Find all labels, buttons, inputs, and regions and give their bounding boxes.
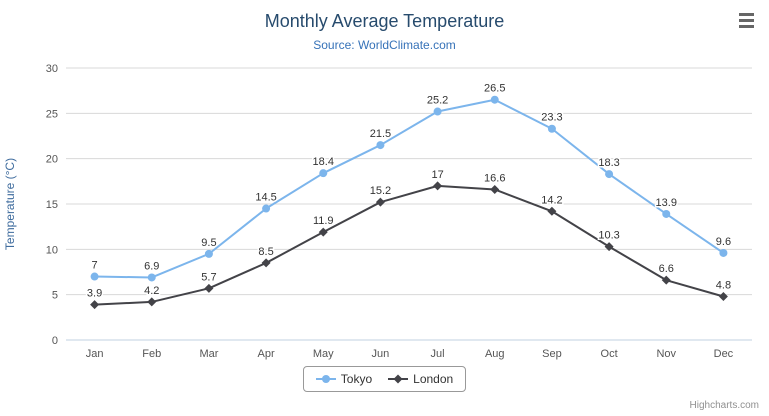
data-point-tokyo[interactable] <box>204 249 213 258</box>
data-label: 9.5 <box>201 237 216 249</box>
data-point-tokyo[interactable] <box>319 169 328 178</box>
data-point-london[interactable] <box>147 297 157 307</box>
data-point-london[interactable] <box>661 275 671 285</box>
data-point-london[interactable] <box>490 184 500 194</box>
legend-marker-icon <box>315 375 336 383</box>
data-label: 8.5 <box>258 246 273 258</box>
data-label: 26.5 <box>484 83 505 95</box>
x-axis-tick-label: Nov <box>656 348 676 360</box>
data-point-london[interactable] <box>718 291 728 301</box>
data-point-tokyo[interactable] <box>376 141 385 150</box>
data-label: 14.5 <box>255 192 276 204</box>
data-point-london[interactable] <box>204 283 214 293</box>
x-axis-tick-label: Feb <box>142 348 161 360</box>
legend-item-london[interactable]: London <box>388 372 453 386</box>
data-point-london[interactable] <box>604 242 614 252</box>
data-label: 25.2 <box>427 95 448 107</box>
legend-label: London <box>413 372 454 386</box>
data-label: 13.9 <box>656 197 677 209</box>
legend-label: Tokyo <box>340 372 373 386</box>
credits-link[interactable]: Highcharts.com <box>689 400 759 411</box>
x-axis-tick-label: Jan <box>86 348 104 360</box>
x-axis-tick-label: Apr <box>258 348 275 360</box>
y-axis-tick-label: 20 <box>46 154 58 166</box>
legend-box: Tokyo London <box>302 366 467 392</box>
context-menu-button[interactable] <box>735 10 757 30</box>
data-label: 14.2 <box>541 194 562 206</box>
data-label: 4.8 <box>716 279 731 291</box>
legend: Tokyo London <box>0 366 769 392</box>
data-label: 9.6 <box>716 236 731 248</box>
data-point-tokyo[interactable] <box>662 209 671 218</box>
data-point-london[interactable] <box>375 197 385 207</box>
data-label: 3.9 <box>87 288 102 300</box>
legend-marker-icon <box>388 374 409 384</box>
data-point-tokyo[interactable] <box>490 95 499 104</box>
y-axis-tick-label: 5 <box>52 290 58 302</box>
chart-subtitle: Source: WorldClimate.com <box>313 38 456 52</box>
data-label: 5.7 <box>201 271 216 283</box>
data-label: 15.2 <box>370 185 391 197</box>
data-point-tokyo[interactable] <box>262 204 271 213</box>
x-axis-tick-label: Jun <box>372 348 390 360</box>
x-axis-tick-label: Mar <box>199 348 218 360</box>
hamburger-icon <box>738 12 754 28</box>
y-axis-tick-label: 15 <box>46 199 58 211</box>
data-label: 4.2 <box>144 285 159 297</box>
data-label: 23.3 <box>541 112 562 124</box>
y-axis-tick-label: 25 <box>46 108 58 120</box>
data-label: 10.3 <box>598 230 619 242</box>
series-line-london <box>94 184 724 306</box>
data-point-tokyo[interactable] <box>605 170 614 179</box>
data-point-london[interactable] <box>90 300 100 310</box>
data-point-london[interactable] <box>547 206 557 216</box>
data-point-tokyo[interactable] <box>433 107 442 116</box>
data-point-tokyo[interactable] <box>719 248 728 257</box>
y-axis-tick-label: 0 <box>52 335 58 347</box>
data-label: 16.6 <box>484 172 505 184</box>
data-label: 6.9 <box>144 260 159 272</box>
data-point-tokyo[interactable] <box>90 272 99 281</box>
data-point-london[interactable] <box>261 258 271 268</box>
data-label: 7 <box>92 260 98 272</box>
data-label: 21.5 <box>370 128 391 140</box>
x-axis-tick-label: Aug <box>485 348 505 360</box>
series-line-tokyo <box>94 98 724 279</box>
legend-item-tokyo[interactable]: Tokyo <box>315 372 373 386</box>
data-label: 17 <box>431 169 443 181</box>
data-point-london[interactable] <box>318 227 328 237</box>
data-point-london[interactable] <box>433 181 443 191</box>
data-label: 11.9 <box>313 215 334 227</box>
x-axis-tick-label: May <box>313 348 334 360</box>
chart-title: Monthly Average Temperature <box>264 11 505 31</box>
y-axis-title: Temperature (°C) <box>3 158 17 250</box>
data-label: 18.4 <box>313 156 334 168</box>
y-axis-tick-label: 30 <box>46 63 58 75</box>
data-label: 18.3 <box>598 157 619 169</box>
x-axis-tick-label: Jul <box>431 348 445 360</box>
y-axis-tick-label: 10 <box>46 244 58 256</box>
x-axis-tick-label: Sep <box>542 348 562 360</box>
data-point-tokyo[interactable] <box>547 124 556 133</box>
data-label: 6.6 <box>659 263 674 275</box>
data-point-tokyo[interactable] <box>147 273 156 282</box>
x-axis-tick-label: Oct <box>601 348 618 360</box>
x-axis-tick-label: Dec <box>714 348 734 360</box>
